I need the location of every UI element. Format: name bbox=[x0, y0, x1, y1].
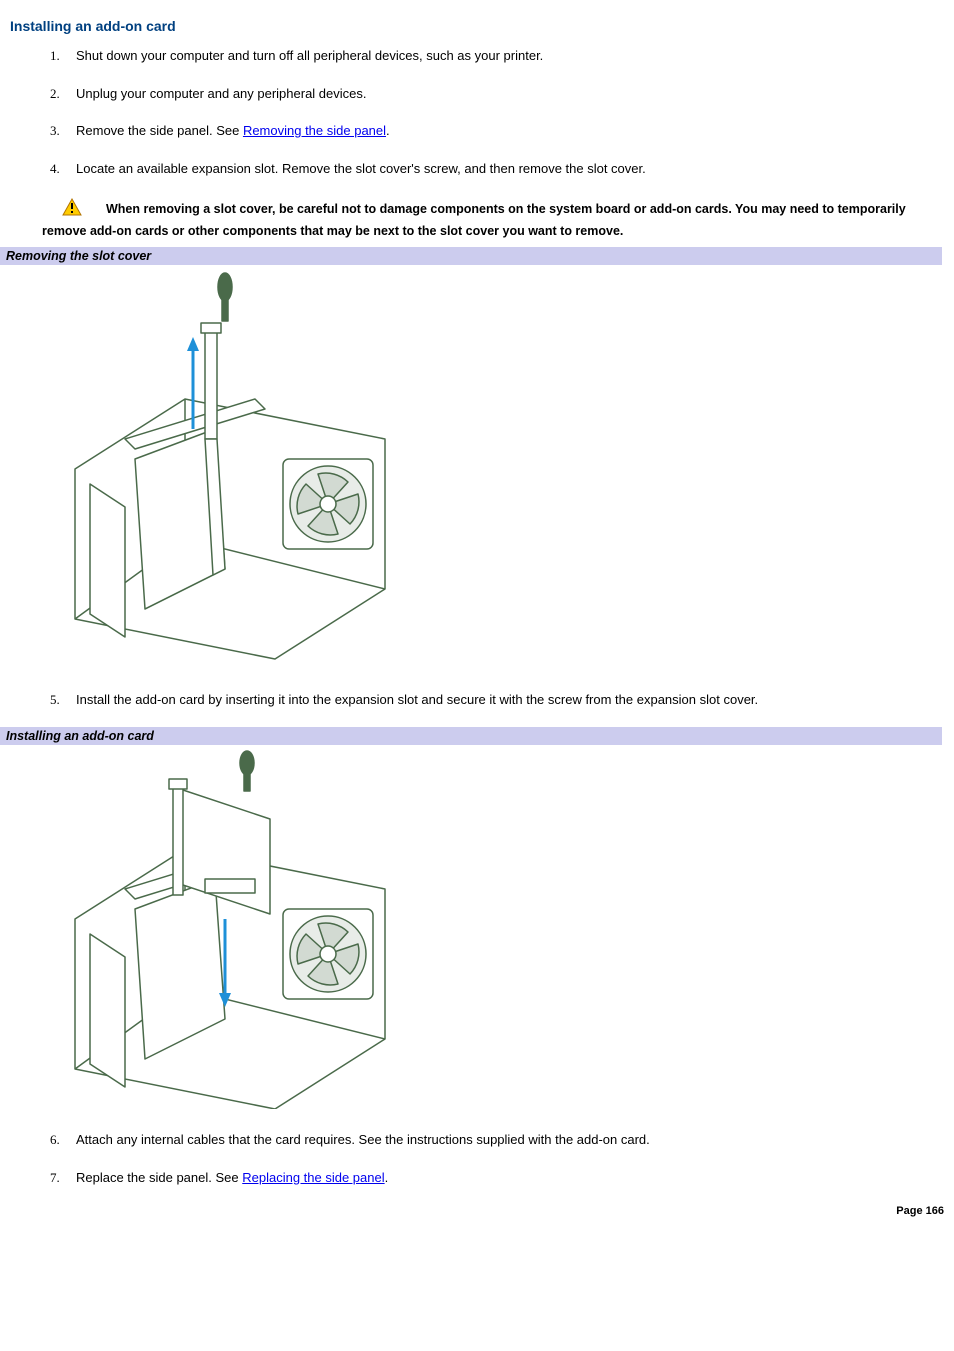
step-text-after: . bbox=[386, 123, 390, 138]
figure-caption: Installing an add-on card bbox=[0, 727, 942, 745]
step-text-after: . bbox=[385, 1170, 389, 1185]
step-number: 3. bbox=[50, 121, 60, 141]
page-number: Page 166 bbox=[10, 1205, 944, 1217]
step-item: 6. Attach any internal cables that the c… bbox=[50, 1130, 944, 1150]
step-list-cont2: 6. Attach any internal cables that the c… bbox=[50, 1130, 944, 1187]
step-item: 5. Install the add-on card by inserting … bbox=[50, 690, 944, 710]
step-number: 5. bbox=[50, 690, 60, 710]
step-number: 6. bbox=[50, 1130, 60, 1150]
step-number: 2. bbox=[50, 84, 60, 104]
page-title: Installing an add-on card bbox=[10, 18, 944, 34]
step-item: 4. Locate an available expansion slot. R… bbox=[50, 159, 944, 179]
figure-caption: Removing the slot cover bbox=[0, 247, 942, 265]
step-text: Install the add-on card by inserting it … bbox=[76, 692, 758, 707]
step-text: Unplug your computer and any peripheral … bbox=[76, 86, 367, 101]
step-text: Attach any internal cables that the card… bbox=[76, 1132, 650, 1147]
step-item: 1. Shut down your computer and turn off … bbox=[50, 46, 944, 66]
step-text: Replace the side panel. See bbox=[76, 1170, 242, 1185]
replacing-side-panel-link[interactable]: Replacing the side panel bbox=[242, 1170, 384, 1185]
warning-icon bbox=[62, 198, 82, 222]
warning-callout: When removing a slot cover, be careful n… bbox=[42, 196, 944, 243]
warning-text: When removing a slot cover, be careful n… bbox=[42, 202, 906, 238]
figure-removing-slot-cover bbox=[65, 269, 944, 672]
step-text: Remove the side panel. See bbox=[76, 123, 243, 138]
step-number: 1. bbox=[50, 46, 60, 66]
step-item: 2. Unplug your computer and any peripher… bbox=[50, 84, 944, 104]
step-item: 3. Remove the side panel. See Removing t… bbox=[50, 121, 944, 141]
step-number: 7. bbox=[50, 1168, 60, 1188]
step-number: 4. bbox=[50, 159, 60, 179]
step-text: Locate an available expansion slot. Remo… bbox=[76, 161, 646, 176]
step-list-cont: 5. Install the add-on card by inserting … bbox=[50, 690, 944, 710]
step-item: 7. Replace the side panel. See Replacing… bbox=[50, 1168, 944, 1188]
step-text: Shut down your computer and turn off all… bbox=[76, 48, 543, 63]
removing-side-panel-link[interactable]: Removing the side panel bbox=[243, 123, 386, 138]
step-list: 1. Shut down your computer and turn off … bbox=[50, 46, 944, 178]
figure-installing-addon-card bbox=[65, 749, 944, 1112]
